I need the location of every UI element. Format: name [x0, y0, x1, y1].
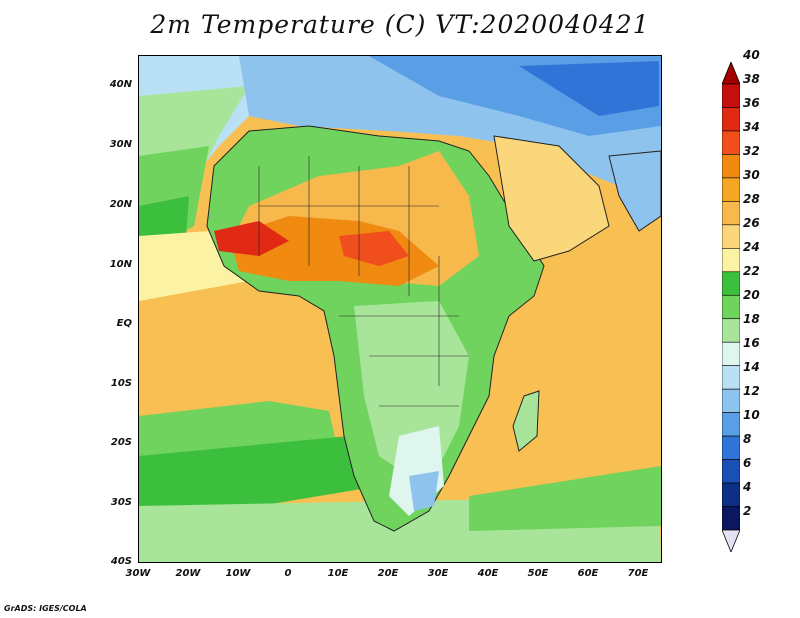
colorbar-swatch — [722, 482, 740, 507]
colorbar-swatch — [722, 412, 740, 437]
colorbar — [722, 62, 740, 552]
colorbar-label: 12 — [743, 384, 760, 398]
colorbar-label: 10 — [743, 408, 760, 422]
colorbar-swatch — [722, 294, 740, 320]
colorbar-label: 2 — [743, 504, 752, 518]
asia-cold-region — [519, 61, 659, 116]
x-axis-label: 60E — [577, 568, 599, 579]
arabian-peninsula — [493, 135, 610, 262]
highveld-cold — [409, 471, 439, 511]
y-axis-label: 10S — [110, 378, 132, 389]
colorbar-arrow-top — [722, 62, 740, 85]
colorbar-swatch — [722, 388, 740, 413]
colorbar-swatch — [722, 341, 740, 366]
colorbar-swatch — [722, 83, 740, 108]
x-axis-label: 0 — [284, 568, 292, 579]
colorbar-swatch — [722, 271, 740, 296]
colorbar-label: 28 — [743, 192, 760, 206]
colorbar-label: 20 — [743, 288, 760, 302]
west-africa-hottest — [214, 221, 289, 256]
colorbar-swatch — [722, 201, 740, 226]
x-axis-label: 50E — [527, 568, 549, 579]
central-africa-mild — [354, 301, 469, 476]
colorbar-label: 8 — [743, 432, 752, 446]
colorbar-label: 32 — [743, 144, 760, 158]
x-axis-label: 30E — [427, 568, 449, 579]
map-frame — [138, 55, 662, 563]
footer-credit: GrADS: IGES/COLA — [4, 604, 87, 613]
x-axis-label: 40E — [477, 568, 499, 579]
x-axis-label: 10W — [225, 568, 251, 579]
colorbar-label: 38 — [743, 72, 760, 86]
x-axis-label: 10E — [327, 568, 349, 579]
colorbar-swatch — [722, 177, 740, 202]
colorbar-arrow-bottom — [722, 529, 740, 552]
x-axis-label: 20W — [175, 568, 201, 579]
y-axis-label: 30N — [109, 139, 132, 150]
south-atlantic-band-22 — [139, 436, 379, 526]
y-axis-label: 40S — [110, 556, 132, 567]
colorbar-label: 6 — [743, 456, 752, 470]
south-indian-band-20 — [469, 466, 661, 531]
colorbar-label: 34 — [743, 120, 760, 134]
colorbar-label: 14 — [743, 360, 760, 374]
colorbar-swatch — [722, 130, 740, 155]
colorbar-label: 40 — [743, 48, 760, 62]
y-axis-label: 20N — [109, 199, 132, 210]
colorbar-label: 36 — [743, 96, 760, 110]
colorbar-swatch — [722, 248, 740, 273]
colorbar-swatch — [722, 107, 740, 132]
colorbar-swatch — [722, 435, 740, 460]
colorbar-label: 30 — [743, 168, 760, 182]
colorbar-swatch — [722, 459, 740, 484]
colorbar-label: 4 — [743, 480, 752, 494]
y-axis-label: EQ — [116, 318, 132, 329]
x-axis-label: 30W — [125, 568, 151, 579]
chad-hot-spot — [339, 231, 409, 266]
colorbar-swatch — [722, 154, 740, 179]
x-axis-label: 20E — [377, 568, 399, 579]
y-axis-label: 10N — [109, 259, 132, 270]
temperature-map — [139, 56, 661, 562]
madagascar — [512, 390, 540, 452]
y-axis-label: 40N — [109, 79, 132, 90]
y-axis-label: 30S — [110, 497, 132, 508]
colorbar-label: 26 — [743, 216, 760, 230]
colorbar-swatch — [722, 506, 740, 531]
colorbar-swatch — [722, 318, 740, 343]
colorbar-label: 24 — [743, 240, 760, 254]
country-borders — [258, 156, 469, 407]
x-axis-label: 70E — [627, 568, 649, 579]
map-title: 2m Temperature (C) VT:2020040421 — [150, 10, 650, 39]
y-axis-label: 20S — [110, 437, 132, 448]
colorbar-swatch — [722, 365, 740, 390]
colorbar-label: 16 — [743, 336, 760, 350]
colorbar-label: 22 — [743, 264, 760, 278]
colorbar-label: 18 — [743, 312, 760, 326]
colorbar-swatch — [722, 224, 740, 249]
south-asia-edge — [608, 150, 661, 232]
